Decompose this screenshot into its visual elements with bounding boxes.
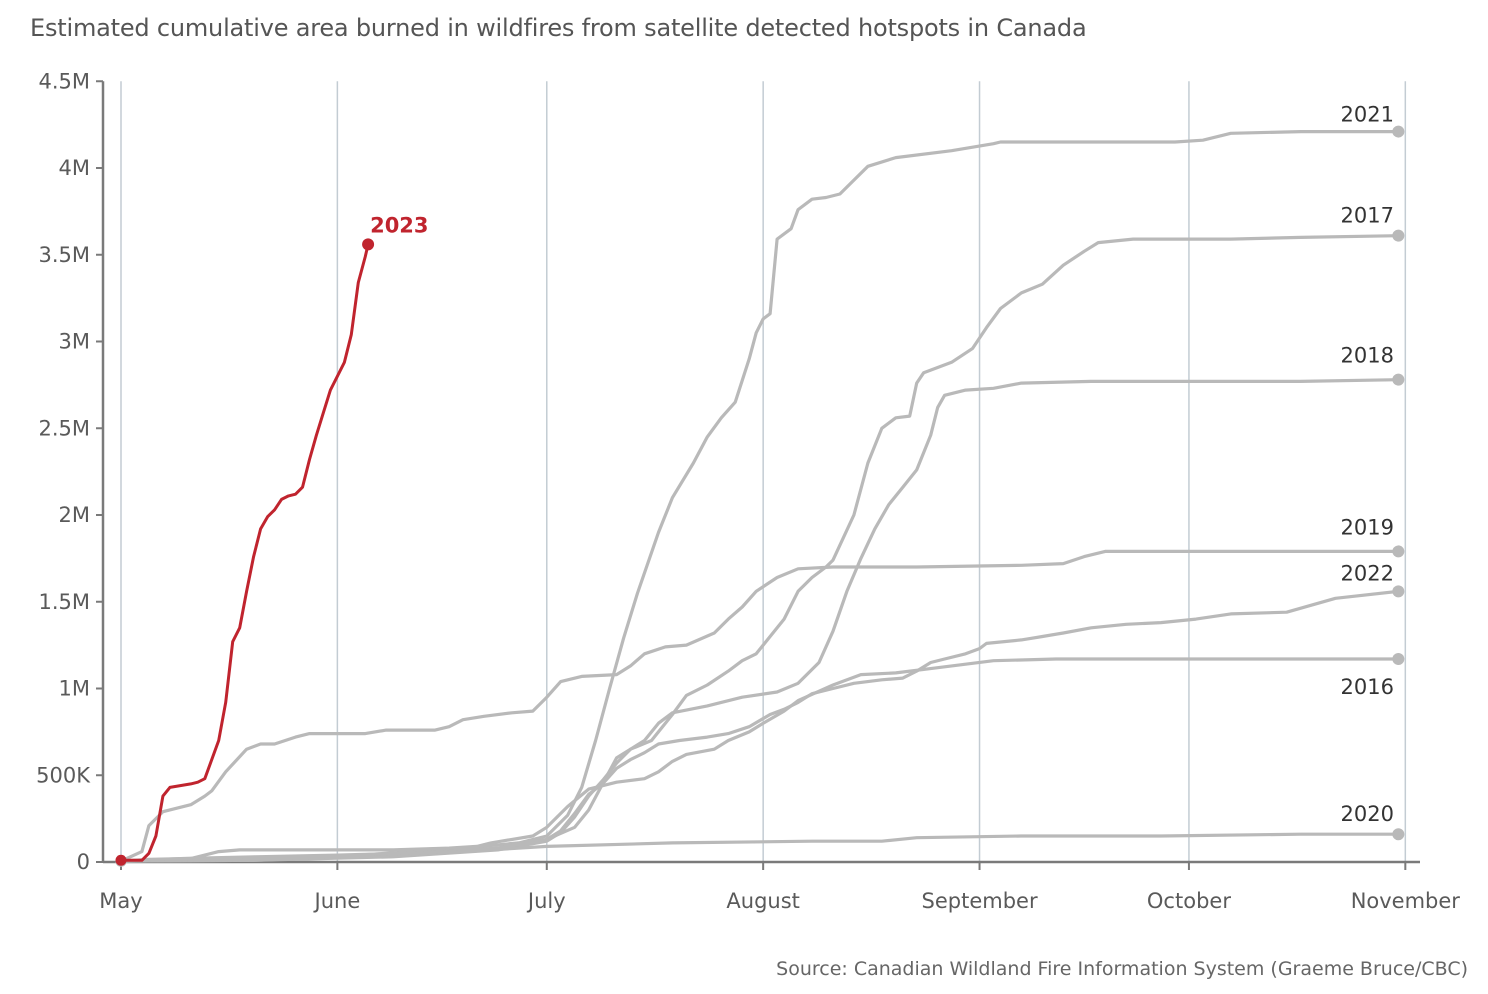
series-label-2023: 2023 [370, 213, 428, 237]
x-tick-label: November [1351, 889, 1461, 913]
y-tick-label: 1M [59, 677, 90, 701]
chart-source: Source: Canadian Wildland Fire Informati… [776, 958, 1468, 980]
series-line-2020 [119, 832, 1400, 863]
series-line-2016 [119, 657, 1400, 863]
series-line-2018 [119, 378, 1400, 863]
x-tick-label: June [313, 889, 361, 913]
x-tick-label: May [99, 889, 142, 913]
series-end-dot-2020 [1392, 828, 1405, 841]
axes [101, 81, 1420, 864]
series-label-2017: 2017 [1341, 204, 1394, 228]
x-tick-label: September [922, 889, 1038, 913]
series-end-dot-2017 [1392, 229, 1405, 242]
series-line-2017 [119, 234, 1400, 863]
series-line-2019 [119, 549, 1400, 863]
series-label-2018: 2018 [1341, 344, 1394, 368]
y-tick-label: 2.5M [38, 416, 90, 440]
series-labels: 2021 2017 2018 2019 2022 2016 2020 2023 [370, 103, 1394, 827]
y-tick-label: 4.5M [38, 69, 90, 93]
y-tick-label: 4M [59, 156, 90, 180]
series-label-2020: 2020 [1341, 802, 1394, 826]
y-tick-label: 0 [77, 850, 90, 874]
y-tick-label: 3M [59, 330, 90, 354]
series-label-2019: 2019 [1341, 515, 1394, 539]
series-start-dot-2023 [115, 854, 127, 866]
gridlines [120, 81, 1407, 862]
x-axis-ticks: May June July August September October Novembe… [99, 862, 1460, 913]
x-tick-label: October [1147, 889, 1231, 913]
y-tick-label: 3.5M [38, 243, 90, 267]
y-axis-ticks: 0 500K 1M 1.5M 2M 2.5M 3M 3.5M 4M 4.5M [36, 69, 103, 874]
series-end-dot-2023 [362, 238, 375, 251]
series-end-dot-2018 [1392, 373, 1405, 386]
series-end-dot-2019 [1392, 545, 1405, 558]
chart-title: Estimated cumulative area burned in wild… [30, 14, 1087, 42]
series-end-dot-2021 [1392, 125, 1405, 138]
series-label-2016: 2016 [1341, 675, 1394, 699]
y-tick-label: 2M [59, 503, 90, 527]
series-lines [115, 125, 1405, 867]
series-label-2022: 2022 [1341, 561, 1394, 585]
series-line-2023 [119, 242, 370, 862]
series-end-dot-2022 [1392, 585, 1405, 598]
x-tick-label: July [526, 889, 566, 913]
series-label-2021: 2021 [1341, 103, 1394, 127]
y-tick-label: 1.5M [38, 590, 90, 614]
series-line-2021 [119, 130, 1400, 863]
x-tick-label: August [726, 889, 800, 913]
y-tick-label: 500K [36, 763, 91, 787]
series-end-dot-2016 [1392, 653, 1405, 666]
